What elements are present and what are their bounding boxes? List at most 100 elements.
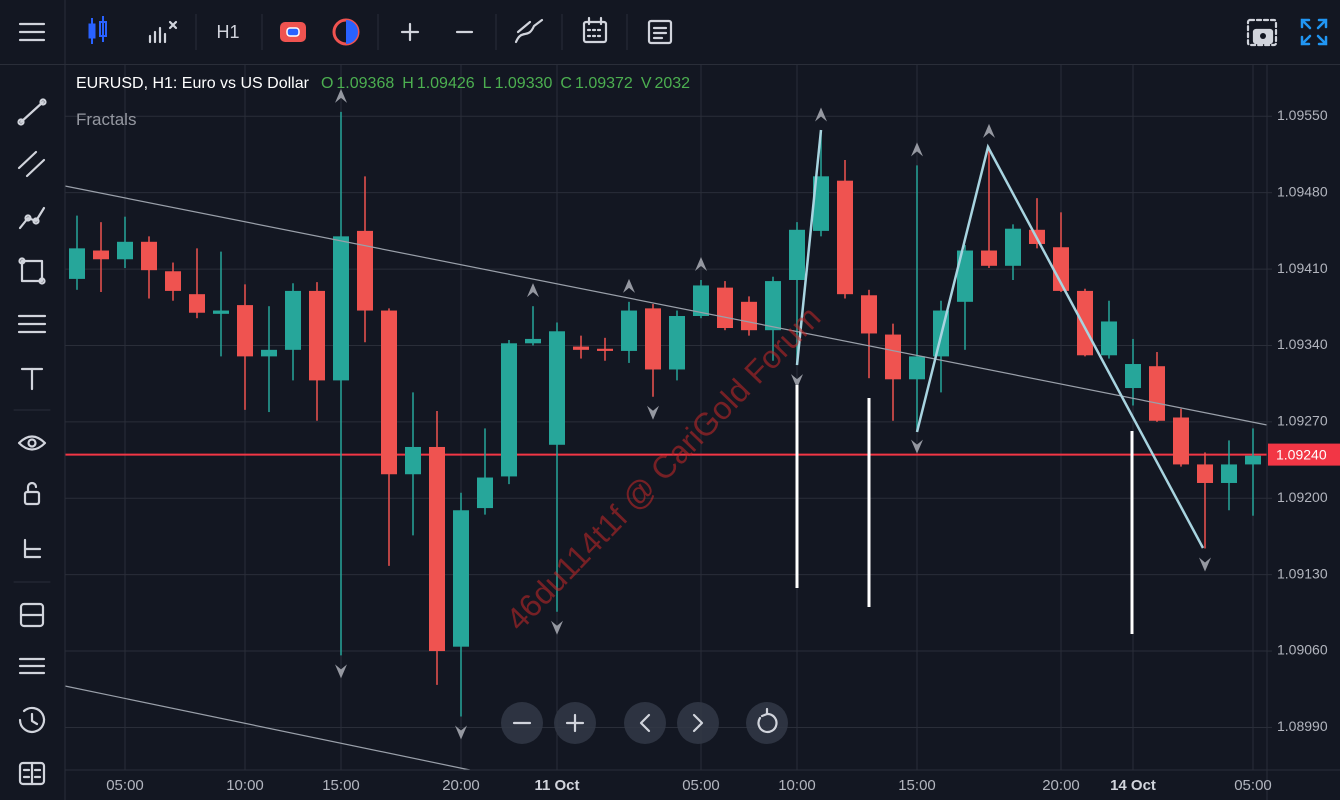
candle-body xyxy=(981,250,997,266)
y-tick-label: 1.08990 xyxy=(1277,718,1328,734)
candle-body xyxy=(909,356,925,380)
notes-button[interactable] xyxy=(647,19,673,45)
x-tick-label: 11 Oct xyxy=(534,777,579,794)
ohlcv-key: H xyxy=(402,75,414,92)
fib-tool[interactable] xyxy=(17,314,47,334)
nav-left[interactable] xyxy=(624,702,666,744)
candle-body xyxy=(141,241,157,271)
ohlcv-key: O xyxy=(320,75,334,92)
candle-body xyxy=(477,477,493,509)
zigzag xyxy=(915,143,1205,549)
candle-body xyxy=(765,281,781,331)
candle-body xyxy=(1077,290,1093,356)
candle-body xyxy=(261,349,277,357)
zoom-in-button[interactable] xyxy=(400,22,420,42)
visibility-tool[interactable] xyxy=(17,435,47,451)
nav-zoom-out[interactable] xyxy=(501,702,543,744)
fractal-up xyxy=(335,88,347,103)
fractal-down xyxy=(455,725,467,740)
fractal-down xyxy=(911,439,923,454)
replay-button[interactable] xyxy=(332,18,360,46)
candle-body xyxy=(1173,417,1189,465)
tree-tool[interactable] xyxy=(23,538,42,559)
path-tool[interactable] xyxy=(18,206,46,230)
candle-body xyxy=(669,316,685,370)
drawing-button[interactable] xyxy=(514,18,544,44)
candle-body xyxy=(381,310,397,475)
fractal-up xyxy=(983,123,995,138)
candle-body xyxy=(861,295,877,334)
fractal-up xyxy=(815,107,827,122)
candle-body xyxy=(405,446,421,475)
candle-body xyxy=(333,236,349,381)
ohlcv-value: 1.09330 xyxy=(494,75,553,92)
candle-body xyxy=(69,248,85,279)
last-price-tag xyxy=(1268,443,1340,466)
calendar-button[interactable] xyxy=(582,16,608,44)
line-tool[interactable] xyxy=(17,98,47,126)
candle-body xyxy=(285,290,301,350)
shape-tool[interactable] xyxy=(18,257,46,285)
lock-tool[interactable] xyxy=(23,481,41,506)
fractal-down xyxy=(1199,557,1211,572)
candle-body xyxy=(93,250,109,260)
x-tick-label: 20:00 xyxy=(1042,777,1080,794)
history-tool[interactable] xyxy=(18,706,46,733)
left-toolbar xyxy=(13,98,51,786)
x-tick-label: 05:00 xyxy=(1234,777,1272,794)
screenshot-button[interactable] xyxy=(1246,18,1278,47)
y-tick-label: 1.09130 xyxy=(1277,565,1328,581)
time-axis xyxy=(65,770,1340,800)
candle-body xyxy=(693,285,709,317)
nav-zoom-in[interactable] xyxy=(554,702,596,744)
indicators-button[interactable] xyxy=(148,20,178,44)
candle-body xyxy=(789,229,805,280)
channel-tool[interactable] xyxy=(17,150,46,178)
y-tick-label: 1.09060 xyxy=(1277,642,1328,658)
zigzag xyxy=(795,129,823,366)
data-tool[interactable] xyxy=(18,761,46,786)
candle-body xyxy=(1197,464,1213,483)
y-tick-label: 1.09550 xyxy=(1277,107,1328,123)
candle-body xyxy=(453,510,469,647)
candle-body xyxy=(117,241,133,260)
y-tick-label: 1.09200 xyxy=(1277,489,1328,505)
candle-body xyxy=(1245,455,1261,465)
compare-button[interactable] xyxy=(280,22,306,42)
candle-body xyxy=(165,271,181,291)
candle-body xyxy=(357,230,373,311)
candle-body xyxy=(429,446,445,652)
candle-body xyxy=(549,331,565,445)
candles-button[interactable] xyxy=(88,16,107,44)
candle-body xyxy=(885,334,901,380)
candle-body xyxy=(309,290,325,381)
nav-right[interactable] xyxy=(677,702,719,744)
trend-line xyxy=(64,685,471,771)
candle-body xyxy=(1101,321,1117,356)
text-tool[interactable] xyxy=(20,367,44,391)
x-tick-label: 10:00 xyxy=(226,777,264,794)
candle-body xyxy=(717,287,733,329)
fullscreen-button[interactable] xyxy=(1300,18,1328,46)
symbol-title: EURUSD, H1: Euro vs US Dollar xyxy=(76,75,309,92)
y-tick-label: 1.09340 xyxy=(1277,336,1328,352)
nav-reset[interactable] xyxy=(746,702,788,744)
fractal-up xyxy=(623,278,635,293)
menu-button[interactable] xyxy=(18,22,46,42)
candle-body xyxy=(621,310,637,351)
candle-body xyxy=(213,310,229,314)
ohlcv-value: 2032 xyxy=(654,75,691,92)
candle-body xyxy=(813,176,829,231)
layout-tool[interactable] xyxy=(19,602,45,628)
candle-body xyxy=(573,346,589,350)
legend: EURUSD, H1: Euro vs US Dollar O 1.09368 H 1.… xyxy=(76,75,698,93)
timeframe[interactable]: H1 xyxy=(216,22,239,42)
candle-body xyxy=(1053,247,1069,291)
y-tick-label: 1.09480 xyxy=(1277,183,1328,199)
list-tool[interactable] xyxy=(18,657,46,675)
axes: 1.09550 1.09480 1.09410 1.09340 1.09270 1.092… xyxy=(106,107,1340,794)
candle-body xyxy=(1221,464,1237,483)
candle-body xyxy=(1149,366,1165,421)
candle-body xyxy=(1125,364,1141,389)
